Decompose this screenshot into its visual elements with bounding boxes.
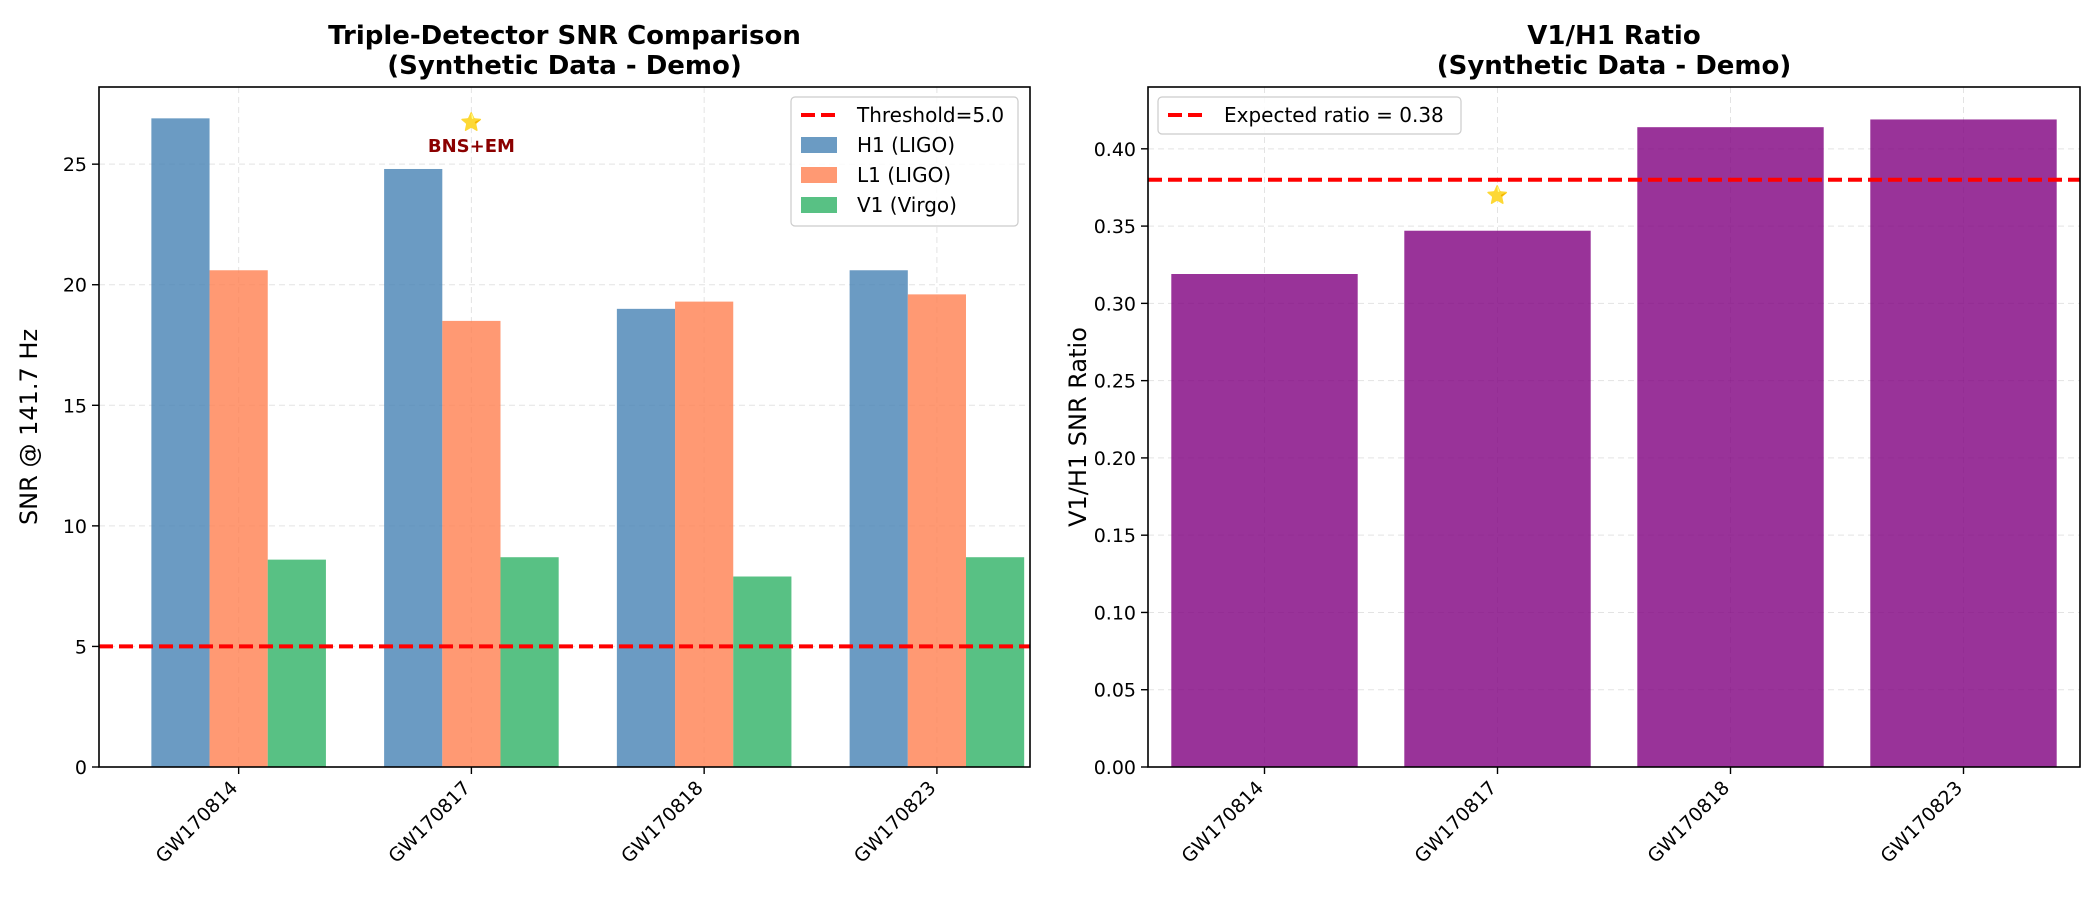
x-tick-label: GW170814 (152, 777, 243, 868)
legend-label-v1: V1 (Virgo) (857, 193, 957, 217)
legend: Threshold=5.0 H1 (LIGO) L1 (LIGO) V1 (Virgo… (790, 96, 1019, 227)
chart-title: V1/H1 Ratio (1527, 21, 1700, 51)
y-axis-label: V1/H1 SNR Ratio (1064, 327, 1092, 527)
y-tick-label: 5 (75, 636, 87, 658)
x-tick-label: GW170818 (1643, 777, 1734, 868)
y-axis-label: SNR @ 141.7 Hz (15, 329, 43, 525)
bar-l1-gw170814 (209, 270, 268, 767)
bar-h1-gw170818 (616, 308, 676, 767)
bar-h1-gw170817 (384, 168, 443, 767)
x-tick-label: GW170814 (1177, 777, 1268, 868)
chart-title: (Synthetic Data - Demo) (1437, 51, 1792, 81)
chart-title: (Synthetic Data - Demo) (387, 51, 742, 81)
y-tick-label: 15 (63, 395, 87, 417)
x-tick-label: GW170823 (1876, 777, 1967, 868)
legend-label-l1: L1 (LIGO) (857, 163, 951, 187)
y-tick-label: 0.10 (1094, 602, 1136, 624)
legend-box (790, 96, 1019, 227)
annotation-star-icon: ⭐ (1486, 184, 1508, 206)
x-tick-label: GW170818 (617, 777, 708, 868)
legend-swatch-v1 (801, 197, 837, 213)
x-tick-label: GW170823 (850, 777, 941, 868)
y-tick-label: 0.00 (1094, 757, 1136, 779)
y-tick-label: 0.25 (1094, 371, 1136, 393)
y-tick-label: 25 (63, 154, 87, 176)
y-tick-label: 0.20 (1094, 448, 1136, 470)
legend-swatch-l1 (801, 167, 837, 183)
chart-title: Triple-Detector SNR Comparison (328, 21, 801, 51)
bar-ratio-gw170814 (1171, 274, 1358, 767)
bar-v1-gw170818 (733, 576, 792, 767)
bar-ratio-gw170817 (1404, 230, 1591, 767)
x-tick-label: GW170817 (384, 777, 475, 868)
y-tick-label: 0.15 (1094, 525, 1136, 547)
legend-label-h1: H1 (LIGO) (857, 133, 955, 157)
legend-expected-label: Expected ratio = 0.38 (1224, 103, 1444, 127)
bar-l1-gw170817 (442, 320, 501, 767)
y-tick-label: 0.30 (1094, 293, 1136, 315)
bar-v1-gw170817 (500, 557, 559, 767)
bar-h1-gw170814 (151, 118, 210, 767)
snr-comparison-panel: Triple-Detector SNR Comparison(Synthetic… (15, 21, 1031, 868)
legend: Expected ratio = 0.38 (1157, 96, 1462, 135)
y-tick-label: 0.35 (1094, 216, 1136, 238)
legend-box (1157, 96, 1462, 135)
legend-threshold-label: Threshold=5.0 (856, 103, 1004, 127)
annotation-label: BNS+EM (428, 136, 515, 157)
bar-v1-gw170814 (267, 559, 326, 767)
axes-frame (1147, 86, 2081, 768)
y-tick-label: 0.40 (1094, 139, 1136, 161)
bar-l1-gw170823 (907, 294, 966, 767)
ratio-panel: V1/H1 Ratio(Synthetic Data - Demo) ⭐ 0.00 0… (1064, 21, 2081, 868)
bar-v1-gw170823 (965, 557, 1025, 767)
axes-frame (98, 86, 1031, 768)
y-tick-label: 0 (75, 757, 87, 779)
x-tick-label: GW170817 (1410, 777, 1501, 868)
y-tick-label: 10 (63, 516, 87, 538)
bar-ratio-gw170823 (1870, 119, 2057, 768)
legend-swatch-h1 (801, 137, 837, 153)
bar-h1-gw170823 (849, 270, 908, 767)
y-tick-label: 20 (63, 275, 87, 297)
bar-ratio-gw170818 (1637, 127, 1824, 767)
bar-l1-gw170818 (675, 301, 734, 767)
y-tick-label: 0.05 (1094, 680, 1136, 702)
annotation-star-icon: ⭐ (460, 111, 482, 133)
